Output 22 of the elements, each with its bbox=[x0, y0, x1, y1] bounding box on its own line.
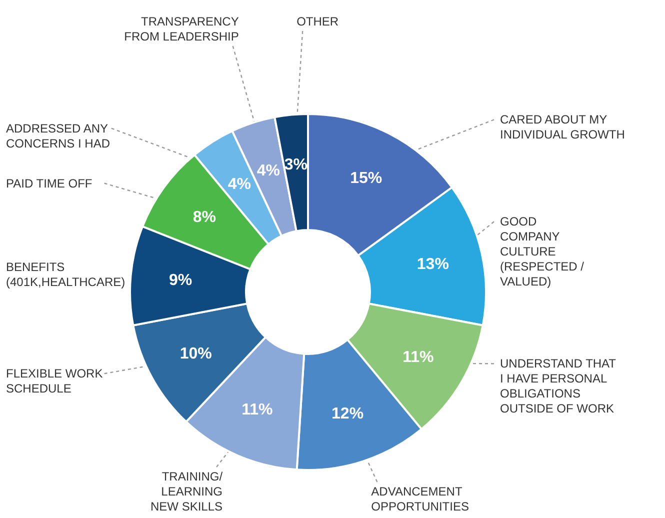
data-label: 10% bbox=[180, 346, 212, 363]
data-label: 3% bbox=[284, 156, 308, 174]
slice-label: GOOD COMPANY CULTURE (RESPECTED / VALUED) bbox=[500, 214, 585, 289]
slice-label: FLEXIBLE WORK SCHEDULE bbox=[6, 366, 103, 396]
data-label: 4% bbox=[256, 162, 280, 180]
slice-label: OTHER bbox=[296, 14, 339, 28]
data-label: 8% bbox=[192, 208, 216, 226]
slice-label: ADVANCEMENT OPPORTUNITIES bbox=[371, 484, 469, 514]
slice-label: CARED ABOUT MY INDIVIDUAL GROWTH bbox=[500, 112, 625, 142]
data-label: 11% bbox=[242, 401, 273, 418]
data-label: 13% bbox=[416, 256, 449, 274]
slice-label: UNDERSTAND THAT I HAVE PERSONAL OBLIGATIONS OUTSIDE OF WORK bbox=[500, 356, 617, 416]
slice-label: TRAINING/ LEARNING NEW SKILLS bbox=[150, 470, 224, 514]
data-label: 11% bbox=[402, 349, 434, 366]
slice-label: PAID TIME OFF bbox=[6, 176, 92, 190]
slice-label: BENEFITS (401K,HEALTHCARE) bbox=[6, 260, 126, 290]
data-label: 15% bbox=[350, 170, 382, 187]
data-label: 12% bbox=[332, 406, 364, 423]
slice-label: ADDRESSED ANY CONCERNS I HAD bbox=[6, 121, 110, 150]
slice-label: TRANSPARENCY FROM LEADERSHIP bbox=[124, 14, 239, 44]
data-label: 4% bbox=[228, 176, 251, 193]
data-label: 9% bbox=[169, 272, 192, 289]
